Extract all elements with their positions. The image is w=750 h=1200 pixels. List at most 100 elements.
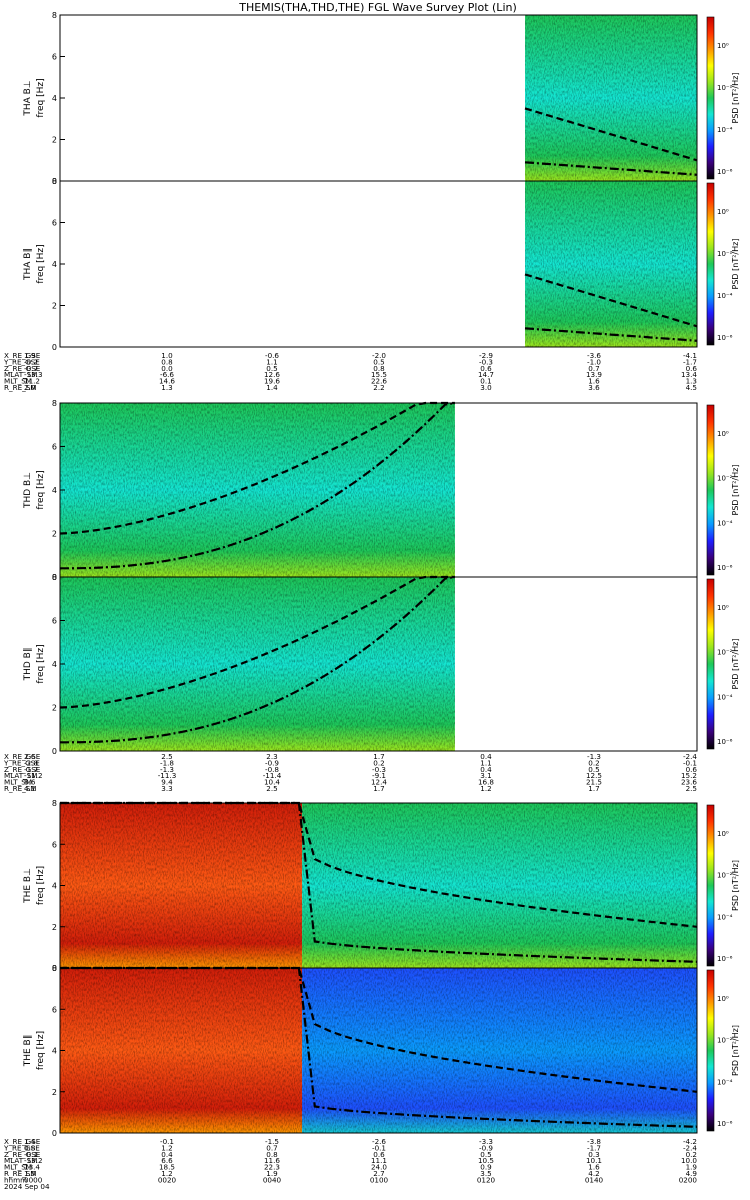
ytick-label: 0: [52, 573, 57, 582]
ephemeris-value: 1.2: [161, 1169, 172, 1178]
colorbar-tick-label: 10⁰: [717, 604, 729, 612]
ephemeris-value: -13.2: [24, 1156, 43, 1165]
ephemeris-value: 1.4: [24, 1137, 36, 1146]
colorbar-tick-label: 10⁻⁴: [717, 1078, 733, 1086]
gyrofreq-curve-dashed: [60, 801, 698, 928]
ephemeris-value: 0120: [477, 1175, 496, 1184]
ephemeris-value: 0.5: [373, 357, 384, 366]
ephemeris-value: 0.2: [588, 758, 599, 767]
ephemeris-value: -2.0: [372, 351, 386, 360]
ephemeris-value: 23.6: [681, 778, 697, 787]
colorbar-tick-label: 10⁻⁶: [717, 564, 733, 572]
ylabel-probe: THD B∥: [23, 648, 33, 682]
ephemeris-value: 0040: [263, 1175, 282, 1184]
ephemeris-value: -2.6: [372, 1137, 386, 1146]
ephemeris-row-label: R_RE_SM: [4, 383, 36, 392]
ephemeris-value: 1.9: [266, 1169, 278, 1178]
ephemeris-value: 1.6: [588, 377, 600, 386]
colorbar-tick-label: 10⁰: [717, 208, 729, 216]
ephemeris-value: 0.4: [161, 1150, 173, 1159]
ephemeris-value: 12.4: [371, 778, 387, 787]
ephemeris-value: -6.6: [160, 370, 174, 379]
ephemeris-value: 1.1: [480, 758, 491, 767]
ytick-label: 6: [52, 443, 57, 452]
ephemeris-value: 13.9: [586, 370, 602, 379]
colorbar-label: PSD [nT²/Hz]: [731, 239, 740, 290]
ephemeris-row-label: Z_RE_GSE: [4, 364, 41, 373]
ephemeris-value: 3.5: [480, 1169, 491, 1178]
panel-the-bperp: 0 2 4 6 8 THE B⊥ freq [Hz] 10⁰ 10⁻² 10⁻⁴ 10⁻⁶ PSD […: [23, 799, 740, 973]
spectrogram-noise: [302, 968, 697, 1133]
ytick-label: 8: [52, 399, 57, 408]
ephemeris-value: 18.5: [159, 1163, 175, 1172]
ephemeris-value: -0.6: [265, 351, 279, 360]
ephemeris-value: -9.1: [372, 771, 386, 780]
ephemeris-value: 0000: [24, 1175, 43, 1184]
ephemeris-value: 0140: [585, 1175, 604, 1184]
colorbar-label: PSD [nT²/Hz]: [731, 860, 740, 911]
ephemeris-value: 24.0: [371, 1163, 387, 1172]
ephemeris-value: -2.8: [24, 758, 38, 767]
ephemeris-value: -1.5: [265, 1137, 279, 1146]
ephemeris-value: 0.8: [266, 1150, 278, 1159]
ytick-label: 6: [52, 1005, 57, 1014]
ytick-label: 6: [52, 617, 57, 626]
ephemeris-value: -1.7: [683, 357, 697, 366]
ephemeris-value: 16.8: [478, 778, 494, 787]
ephemeris-table: X_RE_GSEY_RE_GSEZ_RE_GSEMLAT_SMMLT_SMR_R…: [3, 1137, 697, 1191]
ytick-label: 4: [52, 1047, 57, 1056]
ephemeris-value: 2.5: [266, 784, 277, 793]
panel-the-bpar: 0 2 4 6 8 THE B∥ freq [Hz] 10⁰ 10⁻² 10⁻⁴ 10⁻⁶ PSD […: [23, 964, 740, 1138]
ephemeris-value: 0.4: [480, 752, 492, 761]
ephemeris-value: -1.7: [587, 1143, 601, 1152]
ephemeris-value: -0.1: [160, 1137, 174, 1146]
ephemeris-row-label: Y_RE_GSE: [3, 357, 40, 366]
colorbar-tick-label: 10⁰: [717, 830, 729, 838]
gyrofreq-curve-dashdot: [524, 161, 698, 176]
ephemeris-value: -0.9: [479, 1143, 493, 1152]
panel-thd-bpar: 0 2 4 6 8 THD B∥ freq [Hz] 10⁰ 10⁻² 10⁻⁴ 10⁻⁶ PSD […: [23, 573, 740, 756]
ephemeris-value: 0.2: [686, 1150, 697, 1159]
ephemeris-value: 0.5: [480, 1150, 491, 1159]
ephemeris-row-label: Y_RE_GSE: [3, 758, 40, 767]
ylabel-unit: freq [Hz]: [36, 78, 46, 117]
colorbar-label: PSD [nT²/Hz]: [731, 1025, 740, 1076]
ephemeris-value: 2.3: [266, 752, 277, 761]
spectrogram-noise: [525, 15, 697, 181]
ephemeris-value: 22.3: [264, 1163, 280, 1172]
ephemeris-value: -3.3: [479, 1137, 493, 1146]
ephemeris-row-label: X_RE_GSE: [4, 351, 41, 360]
ephemeris-value: 12.5: [586, 771, 602, 780]
ephemeris-value: 1.0: [161, 351, 173, 360]
ytick-label: 6: [52, 219, 57, 228]
ephemeris-value: 11.6: [264, 1156, 280, 1165]
ephemeris-value: 1.9: [24, 351, 36, 360]
ephemeris-value: 0.0: [161, 364, 173, 373]
ephemeris-value: 13.4: [24, 1163, 40, 1172]
ephemeris-value: -0.9: [265, 758, 279, 767]
colorbar: [706, 804, 715, 967]
ytick-label: 2: [52, 923, 57, 932]
colorbar-tick-label: 10⁻⁶: [717, 334, 733, 342]
ephemeris-row-label: MLAT_SM: [4, 370, 37, 379]
ytick-label: 6: [52, 840, 57, 849]
ephemeris-value: 10.1: [586, 1156, 602, 1165]
ytick-label: 8: [52, 11, 57, 20]
ephemeris-table: X_RE_GSEY_RE_GSEZ_RE_GSEMLAT_SMMLT_SMR_R…: [3, 752, 697, 793]
ytick-label: 4: [52, 260, 57, 269]
ylabel-unit: freq [Hz]: [36, 644, 46, 683]
ephemeris-value: 14.7: [478, 370, 494, 379]
ephemeris-value: 14.6: [159, 377, 175, 386]
ephemeris-value: 2.2: [373, 383, 384, 392]
ephemeris-value: 10.5: [478, 1156, 494, 1165]
colorbar-tick-label: 10⁻⁴: [717, 292, 733, 300]
ephemeris-value: -1.3: [587, 752, 601, 761]
ephemeris-value: 1.2: [480, 784, 491, 793]
ephemeris-value: 0.5: [588, 765, 599, 774]
ephemeris-value: -3.6: [587, 351, 601, 360]
ephemeris-value: 4.2: [588, 1169, 599, 1178]
ephemeris-row-label: Z_RE_GSE: [4, 765, 41, 774]
